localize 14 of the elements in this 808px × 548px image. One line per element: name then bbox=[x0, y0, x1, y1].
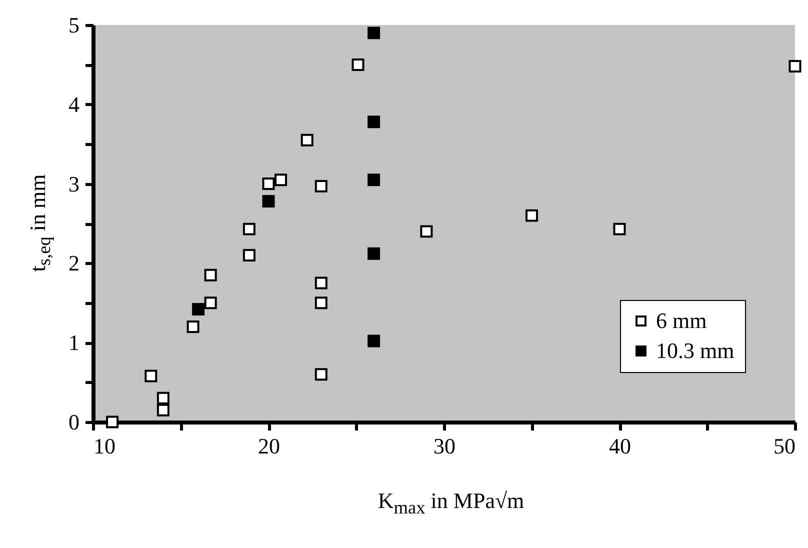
y-tick-label: 0 bbox=[68, 410, 80, 434]
y-tick-label: 5 bbox=[68, 12, 80, 38]
x-tick-label: 50 bbox=[774, 434, 796, 458]
x-tick-label: 20 bbox=[258, 434, 280, 458]
y-tick-label: 3 bbox=[68, 171, 80, 196]
x-tick-label: 30 bbox=[434, 434, 456, 458]
legend-label: 10.3 mm bbox=[656, 338, 734, 363]
legend-label: 6 mm bbox=[656, 308, 707, 333]
y-tick-label: 4 bbox=[68, 92, 80, 117]
y-tick-label: 2 bbox=[68, 250, 80, 276]
y-tick-label: 1 bbox=[68, 330, 80, 356]
x-tick-label: 10 bbox=[94, 434, 116, 458]
x-axis-title: K$_{max}$ in MPa√m bbox=[376, 488, 526, 518]
x-tick-label: 40 bbox=[609, 434, 631, 458]
